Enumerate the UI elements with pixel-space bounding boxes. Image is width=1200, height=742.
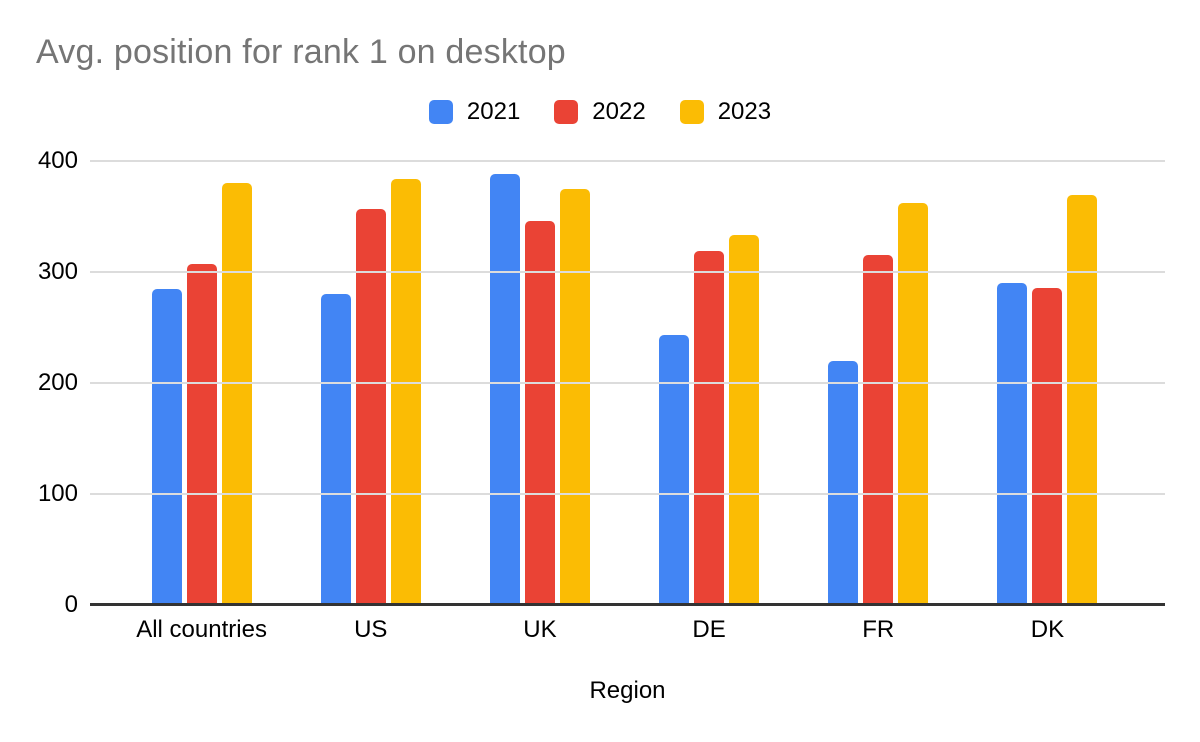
bar-band — [117, 161, 1132, 605]
x-axis-line — [90, 603, 1165, 606]
y-tick-label-300: 300 — [37, 258, 78, 285]
legend-swatch-2021 — [428, 100, 453, 124]
x-axis-title: Region — [589, 677, 666, 704]
x-axis-labels: All countries US UK DE FR DK — [117, 616, 1132, 644]
bar-2021-fr — [828, 361, 859, 605]
bar-2023-fr — [898, 203, 929, 605]
bar-2021-dk — [997, 283, 1028, 605]
bar-2023-de — [729, 235, 760, 605]
gridline-300 — [90, 271, 1165, 273]
bar-2021-uk — [489, 174, 520, 605]
legend-item-2023: 2023 — [679, 98, 772, 125]
bar-group-all-countries — [117, 161, 286, 605]
bar-group-uk — [455, 161, 624, 605]
bar-2023-dk — [1067, 195, 1098, 605]
legend-item-2022: 2022 — [554, 98, 646, 125]
bar-group-dk — [963, 161, 1132, 605]
plot-area — [90, 160, 1165, 606]
bar-group-us — [286, 161, 455, 605]
x-label-de: DE — [692, 616, 726, 643]
bar-group-de — [625, 161, 794, 605]
gridline-400 — [90, 160, 1165, 162]
legend-swatch-2023 — [679, 100, 704, 124]
x-label-us: US — [354, 616, 388, 643]
bar-2023-us — [390, 179, 421, 605]
bar-2023-uk — [559, 189, 590, 605]
bar-2021-de — [659, 335, 690, 605]
bar-2023-all-countries — [221, 183, 252, 605]
x-label-fr: FR — [862, 616, 895, 643]
bar-2022-uk — [524, 221, 555, 605]
bar-2022-all-countries — [186, 264, 217, 605]
gridline-100 — [90, 493, 1165, 495]
legend: 2021 2022 2023 — [0, 99, 1200, 125]
bar-group-fr — [794, 161, 963, 605]
legend-swatch-2022 — [554, 100, 579, 124]
legend-label-2023: 2023 — [717, 98, 772, 125]
chart-title: Avg. position for rank 1 on desktop — [36, 33, 566, 71]
x-label-all-countries: All countries — [136, 616, 267, 643]
y-axis-labels: 0 100 200 300 400 — [0, 149, 78, 617]
bar-2021-us — [320, 294, 351, 605]
y-tick-label-0: 0 — [64, 591, 78, 618]
y-tick-label-400: 400 — [37, 147, 78, 174]
gridline-200 — [90, 382, 1165, 384]
x-label-dk: DK — [1030, 616, 1065, 643]
bar-2022-fr — [863, 255, 894, 605]
bar-2022-dk — [1032, 288, 1063, 605]
y-tick-label-200: 200 — [37, 369, 78, 396]
x-label-uk: UK — [523, 616, 557, 643]
bar-2021-all-countries — [151, 289, 182, 605]
legend-label-2022: 2022 — [592, 98, 646, 125]
legend-item-2021: 2021 — [428, 98, 521, 125]
y-tick-label-100: 100 — [37, 480, 78, 507]
bar-2022-us — [355, 209, 386, 605]
bar-2022-de — [694, 251, 725, 605]
legend-label-2021: 2021 — [466, 98, 521, 125]
